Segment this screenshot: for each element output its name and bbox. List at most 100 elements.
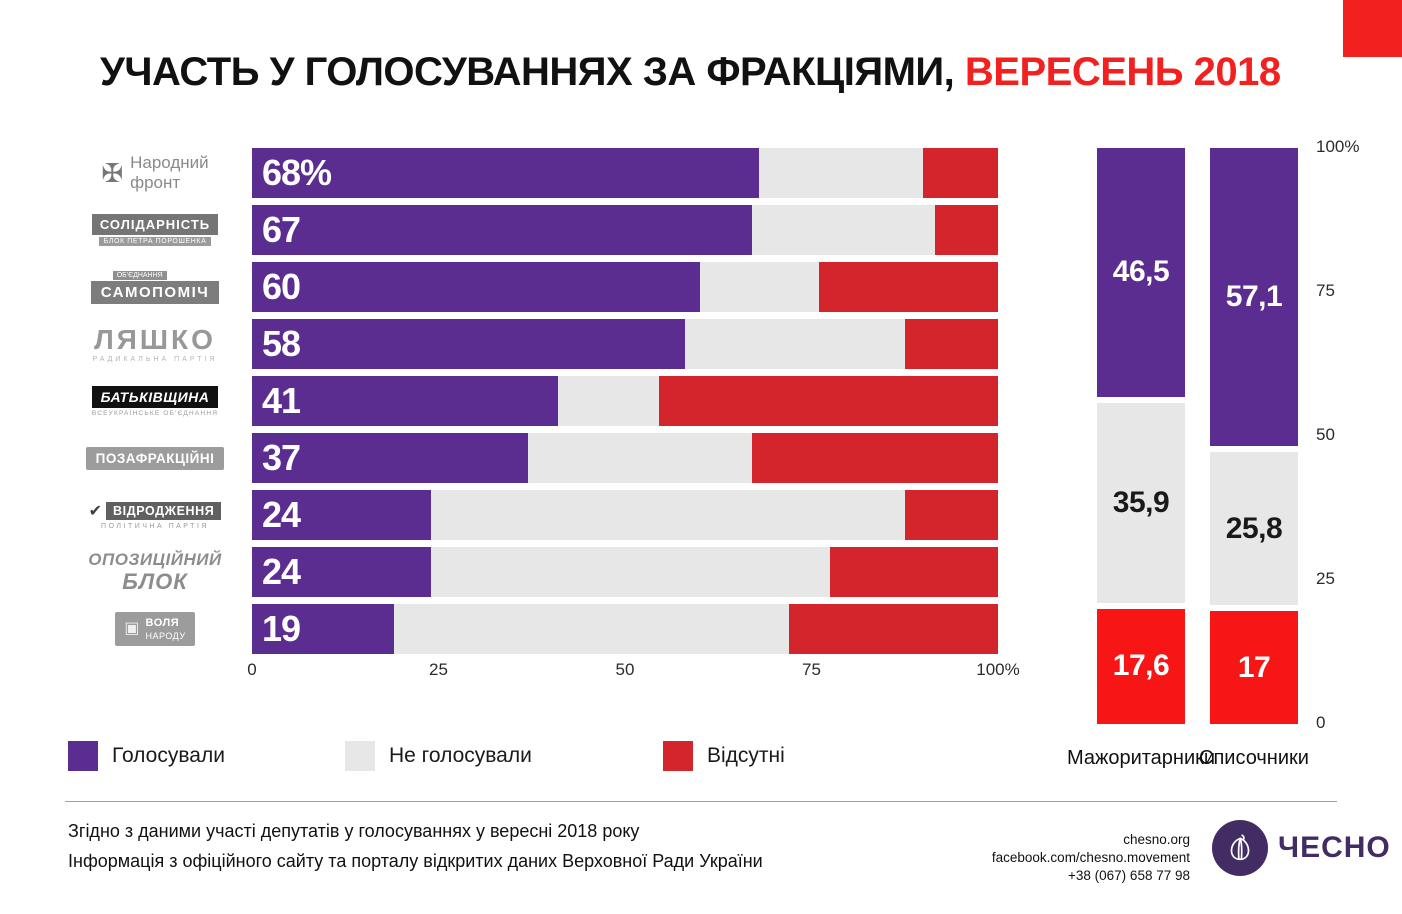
vbar-segment-absent: 17,6	[1097, 608, 1185, 724]
bar-value-label: 58	[262, 323, 301, 364]
deputy-type-chart: 46,5 35,9 17,6 57,1 25,8 17 100% 75 50 25 0	[1097, 137, 1359, 732]
party-logo-main: САМОПОМІЧ	[90, 280, 220, 304]
faction-row: ✔ ВІДРОДЖЕННЯ ПОЛІТИЧНА ПАРТІЯ 24	[65, 490, 998, 540]
party-logo: ЛЯШКО РАДИКАЛЬНА ПАРТІЯ	[65, 319, 245, 369]
bar-segment-absent	[830, 547, 998, 597]
bar-segment-not-voted	[751, 205, 935, 255]
stacked-bar: 60	[252, 262, 998, 312]
party-logo-main: Народний	[130, 153, 209, 173]
bar-value-label: 41	[262, 380, 301, 421]
x-tick-label: 75	[802, 660, 821, 679]
legend-swatch-voted	[68, 741, 98, 771]
vbar-value-label: 46,5	[1112, 255, 1170, 289]
party-logo-narodnyi-front: ✠ Народний фронт	[101, 154, 208, 192]
vbar-segment-voted: 57,1	[1210, 148, 1298, 447]
faction-row: ✠ Народний фронт 68%	[65, 148, 998, 198]
bar-segment-not-voted	[431, 547, 831, 597]
party-logo: САМОПОМІЧ ОБ'ЄДНАННЯ	[65, 262, 245, 312]
party-logo-solidarnist: СОЛІДАРНІСТЬ БЛОК ПЕТРА ПОРОШЕНКА	[91, 214, 219, 246]
legend-swatch-absent	[663, 741, 693, 771]
bar-segment-absent	[751, 433, 998, 483]
vertical-bar-0: 46,5 35,9 17,6	[1097, 148, 1185, 724]
vbar-value-label: 57,1	[1225, 280, 1283, 314]
bar-segment-voted: 58	[252, 319, 685, 369]
legend-item-not_voted: Не голосували	[345, 741, 532, 771]
bar-segment-not-voted	[393, 604, 790, 654]
legend-label: Голосували	[112, 744, 225, 767]
stacked-bar: 37	[252, 433, 998, 483]
x-tick-label: 0	[247, 660, 257, 679]
y-axis: 100% 75 50 25 0	[1316, 137, 1376, 732]
party-logo-sub: НАРОДУ	[145, 631, 186, 641]
vbar-value-label: 35,9	[1112, 485, 1170, 519]
website-text: chesno.org	[1123, 832, 1190, 847]
faction-row: БАТЬКІВЩИНА ВСЕУКРАЇНСЬКЕ ОБ'ЄДНАННЯ 41	[65, 376, 998, 426]
party-logo-pozafraktsiini: ПОЗАФРАКЦІЙНІ	[85, 446, 225, 470]
party-logo-main: ОПОЗИЦІЙНИЙ	[88, 550, 222, 569]
bar-segment-not-voted	[759, 148, 924, 198]
bar-value-label: 19	[262, 608, 301, 649]
faction-row: САМОПОМІЧ ОБ'ЄДНАННЯ 60	[65, 262, 998, 312]
faction-row: ПОЗАФРАКЦІЙНІ 37	[65, 433, 998, 483]
bar-segment-absent	[904, 490, 998, 540]
party-logo: ПОЗАФРАКЦІЙНІ	[65, 433, 245, 483]
title-accent: ВЕРЕСЕНЬ 2018	[964, 50, 1281, 94]
footer-divider	[65, 801, 1337, 802]
footer-source: Згідно з даними участі депутатів у голос…	[68, 816, 763, 876]
facebook-text: facebook.com/chesno.movement	[991, 850, 1190, 865]
party-logo-sub: РАДИКАЛЬНА ПАРТІЯ	[92, 355, 218, 363]
vbar-segment-not-voted: 25,8	[1210, 452, 1298, 606]
legend-label: Не голосували	[389, 744, 532, 767]
bar-segment-voted: 68%	[252, 148, 760, 198]
party-logo-sub: ВСЕУКРАЇНСЬКЕ ОБ'ЄДНАННЯ	[91, 409, 219, 417]
party-logo-main: ЛЯШКО	[94, 323, 216, 355]
vbar-value-label: 17	[1237, 650, 1271, 684]
y-tick-label: 100%	[1316, 137, 1360, 156]
party-logo-volya-narodu: ▣ ВОЛЯ НАРОДУ	[115, 612, 195, 646]
bar-segment-voted: 41	[252, 376, 558, 426]
vbar-value-label: 17,6	[1112, 649, 1170, 683]
party-logo-vidrodzhennya: ✔ ВІДРОДЖЕННЯ ПОЛІТИЧНА ПАРТІЯ	[89, 501, 222, 530]
faction-row: СОЛІДАРНІСТЬ БЛОК ПЕТРА ПОРОШЕНКА 67	[65, 205, 998, 255]
legend-item-absent: Відсутні	[663, 741, 785, 771]
party-logo: ▣ ВОЛЯ НАРОДУ	[65, 604, 245, 654]
bar-segment-absent	[923, 148, 998, 198]
bar-segment-absent	[789, 604, 998, 654]
stacked-bar: 41	[252, 376, 998, 426]
party-logo-batkivshchyna: БАТЬКІВЩИНА ВСЕУКРАЇНСЬКЕ ОБ'ЄДНАННЯ	[91, 385, 219, 417]
bar-segment-absent	[934, 205, 998, 255]
vbar-segment-voted: 46,5	[1097, 148, 1185, 397]
faction-chart: ✠ Народний фронт 68% СОЛІДАРНІСТЬ БЛОК ПЕТРА …	[65, 148, 1020, 679]
footer-contacts: chesno.org facebook.com/chesno.movement …	[900, 831, 1190, 885]
party-logo-main: БАТЬКІВЩИНА	[91, 385, 219, 408]
y-tick-label: 75	[1316, 281, 1335, 300]
stacked-bar: 67	[252, 205, 998, 255]
vbar-value-label: 25,8	[1225, 511, 1283, 545]
bar-segment-voted: 24	[252, 490, 432, 540]
party-logo-sub: фронт	[130, 173, 181, 192]
bar-segment-absent	[818, 262, 998, 312]
bar-segment-absent	[904, 319, 998, 369]
party-logo-main: СОЛІДАРНІСТЬ	[91, 214, 219, 235]
stacked-bar: 58	[252, 319, 998, 369]
bar-segment-not-voted	[684, 319, 905, 369]
phone-number: +38 (067) 658 77 98	[1068, 868, 1190, 883]
party-logo: ✔ ВІДРОДЖЕННЯ ПОЛІТИЧНА ПАРТІЯ	[65, 490, 245, 540]
bar-segment-not-voted	[528, 433, 752, 483]
party-logo-main: ВІДРОДЖЕННЯ	[106, 501, 222, 520]
party-logo-main: ПОЗАФРАКЦІЙНІ	[85, 446, 225, 470]
bar-value-label: 37	[262, 437, 301, 478]
source-line-2: Інформація з офіційного сайту та порталу…	[68, 851, 763, 871]
bar-segment-voted: 67	[252, 205, 752, 255]
party-logo: ОПОЗИЦІЙНИЙ БЛОК	[65, 547, 245, 597]
narodnyi-front-emblem-icon: ✠	[101, 158, 124, 188]
stacked-bar: 24	[252, 547, 998, 597]
party-logo-lyashko: ЛЯШКО РАДИКАЛЬНА ПАРТІЯ	[92, 323, 218, 363]
volya-narodu-emblem-icon: ▣	[124, 620, 140, 637]
vidrodzhennya-emblem-icon: ✔	[88, 502, 103, 520]
bar-value-label: 67	[262, 209, 301, 250]
bar-segment-not-voted	[557, 376, 659, 426]
faction-row: ОПОЗИЦІЙНИЙ БЛОК 24	[65, 547, 998, 597]
x-tick-label: 100%	[976, 660, 1020, 679]
source-line-1: Згідно з даними участі депутатів у голос…	[68, 821, 640, 841]
